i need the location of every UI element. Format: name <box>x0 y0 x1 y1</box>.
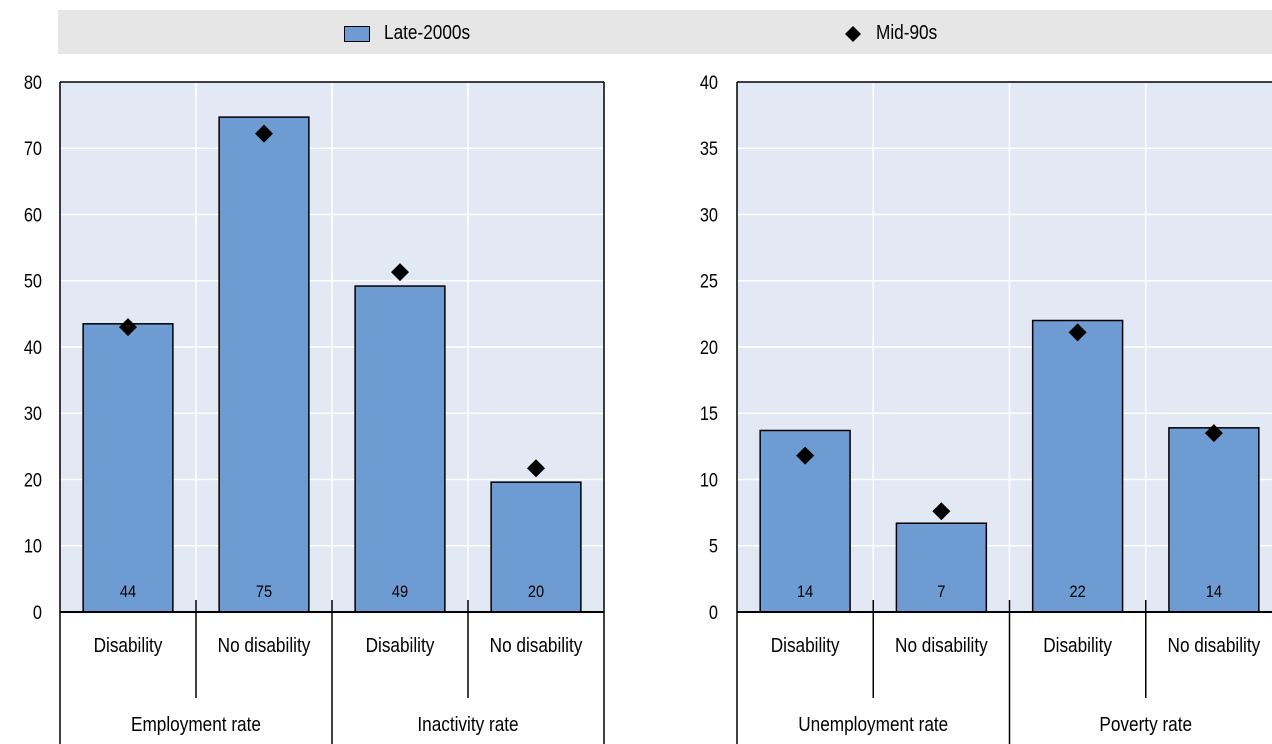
bar-late-2000s <box>895 522 988 613</box>
y-tick-label: 50 <box>24 271 42 292</box>
y-tick-label: 30 <box>24 403 42 424</box>
x-tick-label: Disability <box>771 634 840 657</box>
y-tick-label: 0 <box>33 602 42 623</box>
group-label: Employment rate <box>131 713 261 736</box>
marker-mid-90s <box>932 502 951 521</box>
y-tick-label: 30 <box>700 204 718 225</box>
marker-mid-90s <box>796 446 815 465</box>
bar-late-2000s <box>490 481 582 613</box>
bar-data-label: 14 <box>797 583 813 601</box>
x-tick-label: Disability <box>1043 634 1112 657</box>
group-label: Inactivity rate <box>417 713 518 736</box>
legend-late-2000s-label: Late-2000s <box>384 22 471 44</box>
x-tick-label: No disability <box>218 634 311 657</box>
x-tick-label: Disability <box>94 634 163 657</box>
marker-mid-90s <box>255 124 273 143</box>
bar-data-label: 20 <box>528 583 544 601</box>
bar-data-label: 14 <box>1206 583 1222 601</box>
x-tick-label: Disability <box>366 634 435 657</box>
legend: Late-2000s Mid-90s <box>58 10 1272 54</box>
group-label: Unemployment rate <box>798 713 948 736</box>
bar-late-2000s <box>1168 427 1260 613</box>
group-label: Poverty rate <box>1099 713 1192 736</box>
bar-late-2000s <box>354 285 446 613</box>
y-tick-label: 10 <box>24 536 42 557</box>
y-tick-label: 0 <box>709 602 718 623</box>
x-tick-label: No disability <box>895 634 988 657</box>
y-tick-label: 5 <box>709 536 718 557</box>
y-tick-label: 60 <box>24 204 42 225</box>
marker-mid-90s <box>527 459 545 478</box>
bar-data-label: 44 <box>120 583 136 601</box>
y-tick-label: 10 <box>700 469 718 490</box>
y-tick-label: 70 <box>24 138 42 159</box>
bar-late-2000s <box>1031 319 1124 613</box>
y-tick-label: 25 <box>700 271 718 292</box>
marker-mid-90s <box>1204 424 1223 443</box>
y-tick-label: 20 <box>24 469 42 490</box>
bar-data-label: 75 <box>256 583 272 601</box>
y-tick-label: 40 <box>24 337 42 358</box>
y-tick-label: 35 <box>700 138 718 159</box>
legend-late-2000s-swatch <box>344 26 370 42</box>
y-tick-label: 80 <box>24 72 42 93</box>
y-tick-label: 20 <box>700 337 718 358</box>
bar-data-label: 7 <box>937 583 945 601</box>
marker-mid-90s <box>119 318 137 337</box>
bar-data-label: 22 <box>1069 583 1085 601</box>
x-tick-label: No disability <box>1168 634 1261 657</box>
bar-late-2000s <box>82 323 174 613</box>
legend-mid-90s-label: Mid-90s <box>876 22 938 44</box>
marker-mid-90s <box>1068 323 1087 342</box>
x-tick-label: No disability <box>490 634 583 657</box>
y-tick-label: 15 <box>700 403 718 424</box>
bar-late-2000s <box>218 116 310 613</box>
y-tick-label: 40 <box>700 72 718 93</box>
marker-mid-90s <box>391 263 409 282</box>
legend-mid-90s-marker <box>845 26 861 42</box>
bar-data-label: 49 <box>392 583 408 601</box>
